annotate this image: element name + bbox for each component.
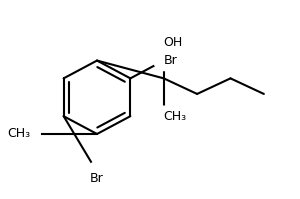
Circle shape [20, 124, 40, 144]
Circle shape [154, 51, 174, 71]
Text: Br: Br [90, 172, 104, 185]
Text: CH₃: CH₃ [7, 128, 30, 140]
Circle shape [154, 33, 174, 53]
Text: CH₃: CH₃ [164, 110, 187, 123]
Text: Br: Br [164, 54, 178, 67]
Circle shape [87, 162, 107, 182]
Text: OH: OH [164, 36, 183, 49]
Circle shape [154, 106, 174, 126]
